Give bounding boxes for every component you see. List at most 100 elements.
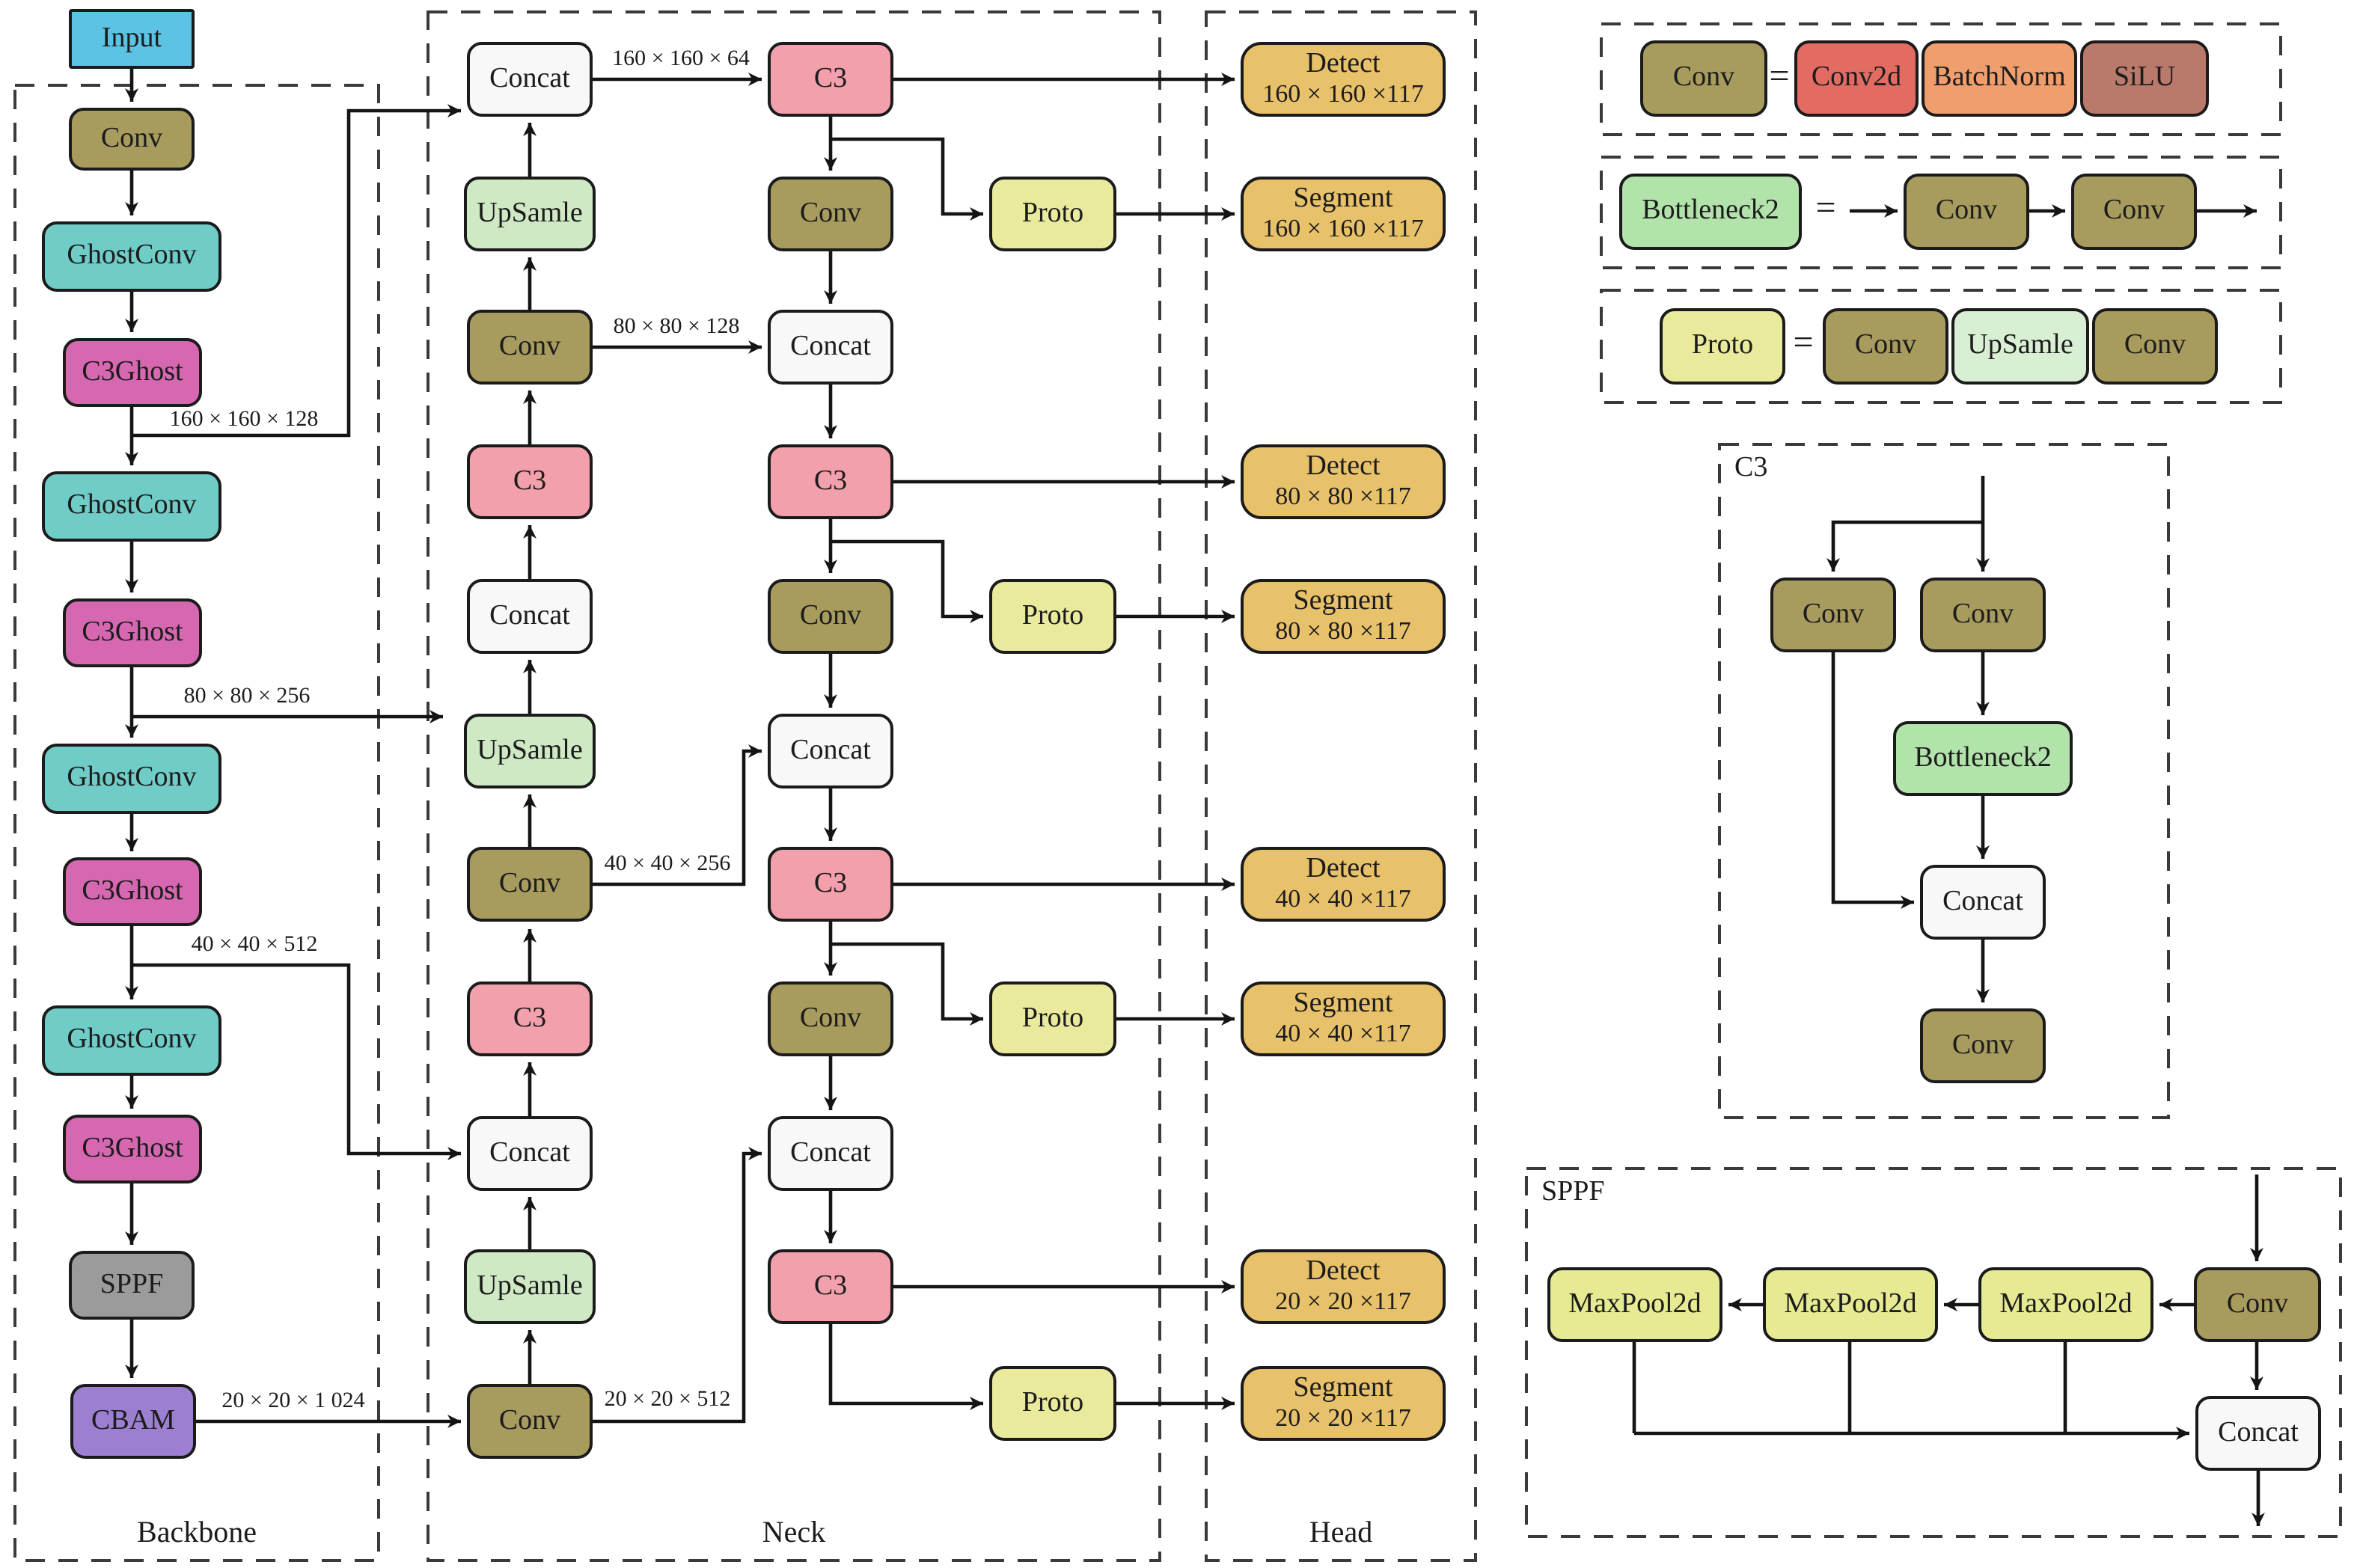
neck-left-upsample-1: UpSamle (464, 177, 596, 251)
legend-proto-conv-1: Conv (1823, 308, 1948, 385)
legend-proto-upsamle: UpSamle (1951, 308, 2089, 385)
neck-left-conv-3-label: Conv (498, 1404, 561, 1436)
neck-left-concat-3-label: Concat (489, 1136, 570, 1169)
legend-bn-conv-1: Conv (1904, 174, 2029, 250)
backbone-cbam-label: CBAM (91, 1404, 175, 1436)
neck-left-conv-2-label: Conv (498, 867, 561, 899)
dim-40-40-256: 40 × 40 × 256 (604, 852, 731, 876)
proto-branch-1 (831, 137, 983, 221)
nl-out-40 (593, 744, 762, 886)
head-segment-20: Segment 20 × 20 ×117 (1241, 1366, 1446, 1441)
c3-split-left (1826, 520, 1983, 572)
proto-4-label: Proto (1021, 1386, 1084, 1418)
proto-2-label: Proto (1021, 599, 1084, 631)
sppf-concat: Concat (2195, 1396, 2321, 1471)
head-detect-80-label: Detect (1306, 450, 1381, 482)
head-segment-40: Segment 40 × 40 ×117 (1241, 981, 1446, 1056)
legend-proto-conv-1-label: Conv (1854, 329, 1917, 361)
legend-conv-label: Conv (1672, 61, 1735, 94)
sppf-maxpool-1: MaxPool2d (1547, 1267, 1722, 1342)
neck-left-conv-2: Conv (467, 847, 593, 922)
backbone-c3ghost-3-label: C3Ghost (82, 875, 183, 907)
neck-right-concat-1: Concat (768, 310, 893, 385)
head-segment-160-label: Segment (1293, 182, 1393, 214)
neck-left-concat-2: Concat (467, 579, 593, 654)
backbone-region-caption: Backbone (137, 1516, 257, 1549)
neck-region (427, 10, 1161, 1562)
head-detect-160-dims: 160 × 160 ×117 (1262, 79, 1424, 108)
proto-3: Proto (989, 981, 1116, 1056)
backbone-c3ghost-2: C3Ghost (63, 598, 202, 667)
neck-right-c3-3: C3 (768, 847, 893, 922)
neck-left-conv-1: Conv (467, 310, 593, 385)
backbone-c3ghost-2-label: C3Ghost (82, 616, 183, 648)
neck-left-c3-2: C3 (467, 981, 593, 1056)
legend-conv-region (1600, 22, 2282, 136)
proto-3-label: Proto (1021, 1002, 1084, 1034)
backbone-sppf: SPPF (69, 1251, 195, 1320)
legend-bottleneck2: Bottleneck2 (1619, 174, 1802, 250)
neck-right-concat-3-label: Concat (790, 1136, 871, 1169)
neck-right-conv-3-label: Conv (799, 1002, 862, 1034)
head-segment-20-label: Segment (1293, 1371, 1393, 1403)
neck-right-c3-4: C3 (768, 1249, 893, 1324)
backbone-sppf-label: SPPF (100, 1268, 164, 1300)
head-detect-20-label: Detect (1306, 1255, 1381, 1287)
dim-160-160-128: 160 × 160 × 128 (169, 408, 319, 432)
sppf-maxpool-3-label: MaxPool2d (1999, 1287, 2133, 1320)
head-segment-40-dims: 40 × 40 ×117 (1275, 1019, 1411, 1048)
neck-left-c3-1-label: C3 (513, 465, 547, 497)
legend-batchnorm-label: BatchNorm (1933, 61, 2066, 94)
neck-left-upsample-3-label: UpSamle (477, 1270, 583, 1302)
head-detect-160: Detect 160 × 160 ×117 (1241, 42, 1446, 117)
backbone-c3ghost-1: C3Ghost (63, 338, 202, 407)
head-segment-40-label: Segment (1293, 987, 1393, 1019)
legend-conv2d: Conv2d (1794, 40, 1919, 117)
backbone-ghostconv-2-label: GhostConv (67, 489, 197, 521)
nl-out-20 (593, 1147, 762, 1424)
neck-right-concat-2: Concat (768, 714, 893, 788)
head-detect-20-dims: 20 × 20 ×117 (1275, 1287, 1411, 1316)
proto-4: Proto (989, 1366, 1116, 1441)
legend-proto-upsamle-label: UpSamle (1967, 329, 2073, 361)
dim-20-20-1024: 20 × 20 × 1 024 (221, 1389, 365, 1413)
backbone-c3ghost-1-label: C3Ghost (82, 355, 183, 388)
c3-concat: Concat (1920, 865, 2046, 940)
backbone-conv-label: Conv (100, 122, 163, 154)
legend-silu: SiLU (2080, 40, 2209, 117)
legend-proto: Proto (1660, 308, 1785, 385)
backbone-region (13, 84, 380, 1562)
c3-conv-left-label: Conv (1802, 598, 1865, 630)
backbone-ghostconv-3-label: GhostConv (67, 762, 197, 794)
backbone-ghostconv-4-label: GhostConv (67, 1023, 197, 1056)
backbone-c3ghost-4-label: C3Ghost (82, 1132, 183, 1164)
head-segment-160: Segment 160 × 160 ×117 (1241, 177, 1446, 251)
neck-left-conv-3: Conv (467, 1384, 593, 1459)
backbone-ghostconv-3: GhostConv (42, 744, 221, 814)
neck-left-concat-1: Concat (467, 42, 593, 117)
sppf-maxpool-2: MaxPool2d (1763, 1267, 1938, 1342)
head-detect-40-label: Detect (1306, 852, 1381, 884)
dim-80-80-128: 80 × 80 × 128 (613, 315, 740, 339)
input: Input (69, 9, 195, 69)
neck-left-concat-2-label: Concat (489, 599, 570, 631)
backbone-cbam: CBAM (70, 1384, 196, 1459)
neck-left-upsample-1-label: UpSamle (477, 197, 583, 229)
branch-40 (132, 963, 461, 1160)
c3-bottleneck2-label: Bottleneck2 (1914, 741, 2052, 774)
neck-right-concat-1-label: Concat (790, 330, 871, 362)
neck-left-upsample-2-label: UpSamle (477, 734, 583, 766)
head-segment-80: Segment 80 × 80 ×117 (1241, 579, 1446, 654)
head-region-caption: Head (1309, 1516, 1373, 1549)
c3-skip (1831, 652, 1914, 909)
proto-branch-4 (828, 1324, 983, 1410)
backbone-conv: Conv (69, 108, 195, 171)
head-detect-40: Detect 40 × 40 ×117 (1241, 847, 1446, 922)
c3-conv-final: Conv (1920, 1008, 2046, 1083)
legend-conv: Conv (1640, 40, 1767, 117)
backbone-ghostconv-4: GhostConv (42, 1005, 221, 1076)
neck-left-c3-2-label: C3 (513, 1002, 547, 1034)
branch-160 (132, 104, 461, 438)
legend-bottleneck-region (1600, 156, 2282, 269)
